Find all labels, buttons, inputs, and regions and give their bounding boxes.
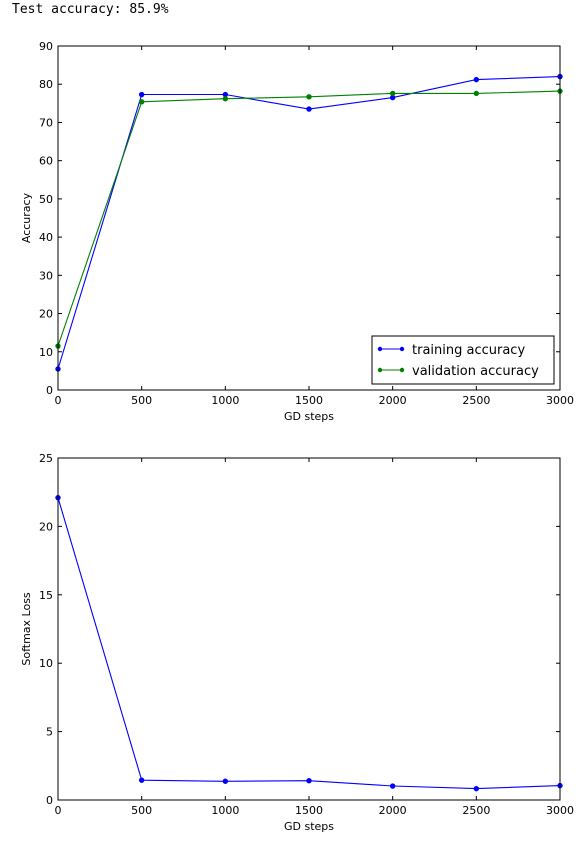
data-point	[473, 90, 480, 97]
x-tick-label: 1000	[211, 804, 239, 817]
y-tick-label: 20	[39, 520, 53, 533]
series-1	[55, 494, 563, 792]
y-axis-label: Accuracy	[20, 192, 33, 243]
x-axis-label: GD steps	[284, 410, 334, 423]
x-tick-label: 2000	[379, 394, 407, 407]
data-point	[306, 778, 312, 784]
x-tick-label: 500	[131, 804, 152, 817]
y-tick-label: 70	[39, 116, 53, 129]
plot-frame	[57, 457, 561, 801]
x-tick-label: 1500	[295, 394, 323, 407]
chart-2: 0 500 1000 1500 2000 2500 3000 0 5 10 15 20 25 GD ste…	[20, 452, 574, 833]
data-point	[222, 778, 229, 784]
y-tick-label: 40	[39, 231, 53, 244]
data-point	[389, 783, 396, 789]
test-accuracy-output: Test accuracy: 85.9%	[12, 2, 169, 17]
x-tick-label: 3000	[546, 394, 574, 407]
series-line	[57, 90, 561, 347]
legend-box	[371, 335, 555, 385]
data-point	[306, 94, 312, 100]
x-tick-label: 2500	[462, 804, 490, 817]
y-tick-label: 25	[39, 452, 53, 465]
x-tick-label: 0	[55, 394, 62, 407]
data-point	[306, 106, 312, 112]
y-tick-label: 10	[39, 657, 53, 670]
data-point	[138, 99, 145, 105]
series-1	[55, 73, 563, 372]
data-point	[138, 91, 145, 98]
y-tick-label: 0	[46, 384, 53, 397]
y-axis-label: Softmax Loss	[20, 592, 33, 666]
data-point	[222, 96, 229, 102]
legend-marker	[377, 367, 383, 373]
y-tick-label: 10	[39, 346, 53, 359]
x-tick-label: 2500	[462, 394, 490, 407]
legend-marker	[399, 346, 405, 352]
legend: training accuracy validation accuracy	[371, 335, 555, 385]
y-tick-label: 60	[39, 155, 53, 168]
data-point	[473, 785, 480, 792]
legend-label: validation accuracy	[412, 364, 539, 379]
y-tick-label: 50	[39, 193, 53, 206]
legend-marker	[377, 346, 383, 352]
x-tick-label: 1500	[295, 804, 323, 817]
x-axis-label: GD steps	[284, 820, 334, 833]
series-line	[57, 76, 561, 370]
data-point	[473, 76, 480, 83]
legend-label: training accuracy	[412, 343, 525, 358]
y-tick-label: 80	[39, 78, 53, 91]
x-tick-label: 3000	[546, 804, 574, 817]
x-tick-label: 0	[55, 804, 62, 817]
x-tick-label: 1000	[211, 394, 239, 407]
data-point	[389, 90, 396, 97]
x-tick-label: 500	[131, 394, 152, 407]
series-line	[57, 497, 561, 790]
y-tick-label: 20	[39, 308, 53, 321]
y-tick-label: 0	[46, 794, 53, 807]
legend-marker	[399, 367, 405, 373]
data-point	[138, 777, 145, 783]
y-tick-label: 30	[39, 269, 53, 282]
chart-1: 0 500 1000 1500 2000 2500 3000 0 10 20 30 40 50 60 70 8…	[20, 40, 574, 423]
y-tick-label: 90	[39, 40, 53, 53]
x-tick-label: 2000	[379, 804, 407, 817]
y-tick-label: 5	[46, 726, 53, 739]
y-tick-label: 15	[39, 589, 53, 602]
